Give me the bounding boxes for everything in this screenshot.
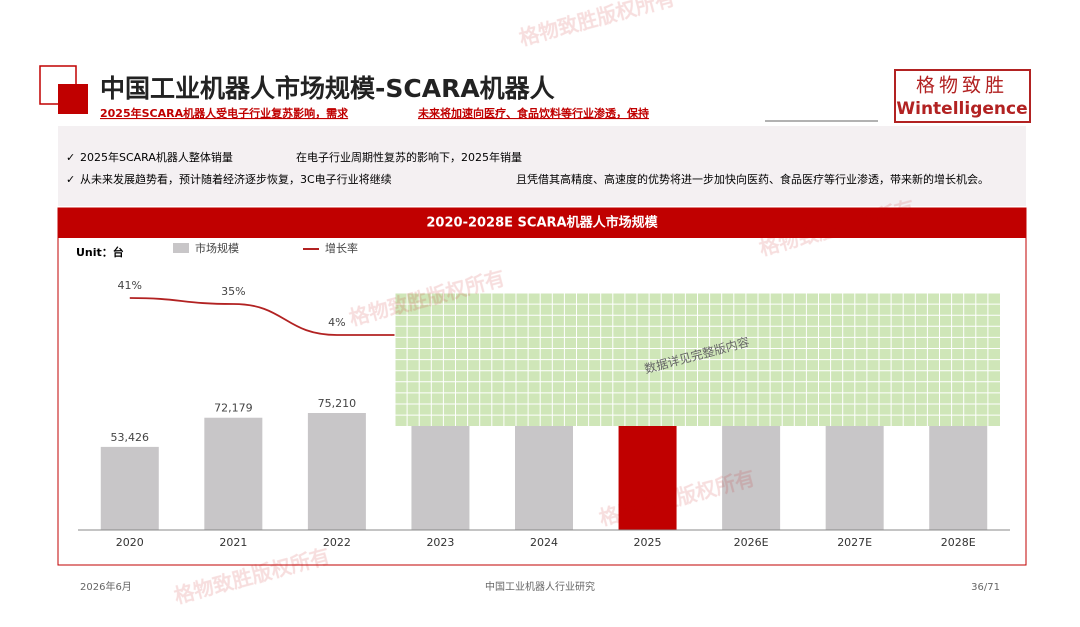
masked-bar bbox=[825, 426, 884, 530]
bar bbox=[307, 413, 366, 530]
bullet: 2025年SCARA机器人整体销量 bbox=[80, 150, 233, 164]
masked-bar bbox=[722, 426, 781, 530]
x-tick-label: 2024 bbox=[530, 536, 558, 549]
title: 中国工业机器人市场规模-SCARA机器人 bbox=[100, 74, 555, 103]
bar bbox=[204, 417, 263, 530]
line-label: 35% bbox=[221, 285, 245, 298]
check: ✓ bbox=[66, 151, 75, 164]
x-tick-label: 2022 bbox=[323, 536, 351, 549]
subtitle: 未来将加速向医疗、食品饮料等行业渗透，保持 bbox=[417, 106, 649, 120]
subtitle: 2025年SCARA机器人受电子行业复苏影响，需求 bbox=[100, 106, 349, 120]
footer: 中国工业机器人行业研究 bbox=[485, 580, 595, 593]
unit: Unit：台 bbox=[76, 245, 124, 259]
line-label: 41% bbox=[118, 279, 142, 292]
logo-box bbox=[894, 69, 1031, 123]
masked-bar bbox=[929, 426, 988, 530]
bullet: 且凭借其高精度、高速度的优势将进一步加快向医药、食品医疗等行业渗透，带来新的增长… bbox=[516, 172, 989, 186]
chart-header bbox=[58, 208, 1026, 238]
bullet: 在电子行业周期性复苏的影响下，2025年销量 bbox=[296, 150, 522, 164]
logo-en: Wintelligence bbox=[896, 99, 1027, 119]
x-tick-label: 2025 bbox=[634, 536, 662, 549]
legend-swatch bbox=[173, 243, 189, 253]
x-tick-label: 2021 bbox=[219, 536, 247, 549]
growth-line bbox=[129, 297, 415, 336]
x-tick-label: 2028E bbox=[941, 536, 976, 549]
bar-label: 53,426 bbox=[111, 431, 150, 444]
summary-box bbox=[58, 126, 1026, 206]
footer: 2026年6月 bbox=[80, 580, 132, 593]
legend-label: 增长率 bbox=[325, 241, 358, 255]
watermark: 格物致胜版权所有 bbox=[517, 0, 678, 50]
chart-title: 2020-2028E SCARA机器人市场规模 bbox=[426, 215, 658, 231]
bar bbox=[100, 446, 159, 530]
masked-bar bbox=[411, 426, 470, 530]
bullet: 从未来发展趋势看，预计随着经济逐步恢复，3C电子行业将继续 bbox=[80, 172, 392, 186]
footer: 36/71 bbox=[971, 582, 1000, 593]
masked-bar bbox=[515, 426, 573, 530]
bar-label: 75,210 bbox=[318, 397, 357, 410]
x-tick-label: 2026E bbox=[734, 536, 769, 549]
bar-label: 72,179 bbox=[214, 402, 253, 415]
x-tick-label: 2020 bbox=[116, 536, 144, 549]
x-tick-label: 2023 bbox=[426, 536, 454, 549]
check: ✓ bbox=[66, 173, 75, 186]
logo-cn: 格物致胜 bbox=[916, 75, 1008, 97]
deco-square bbox=[58, 84, 88, 114]
masked-bar bbox=[618, 426, 677, 530]
legend-label: 市场规模 bbox=[195, 241, 239, 255]
x-tick-label: 2027E bbox=[837, 536, 872, 549]
line-label: 4% bbox=[328, 316, 345, 329]
